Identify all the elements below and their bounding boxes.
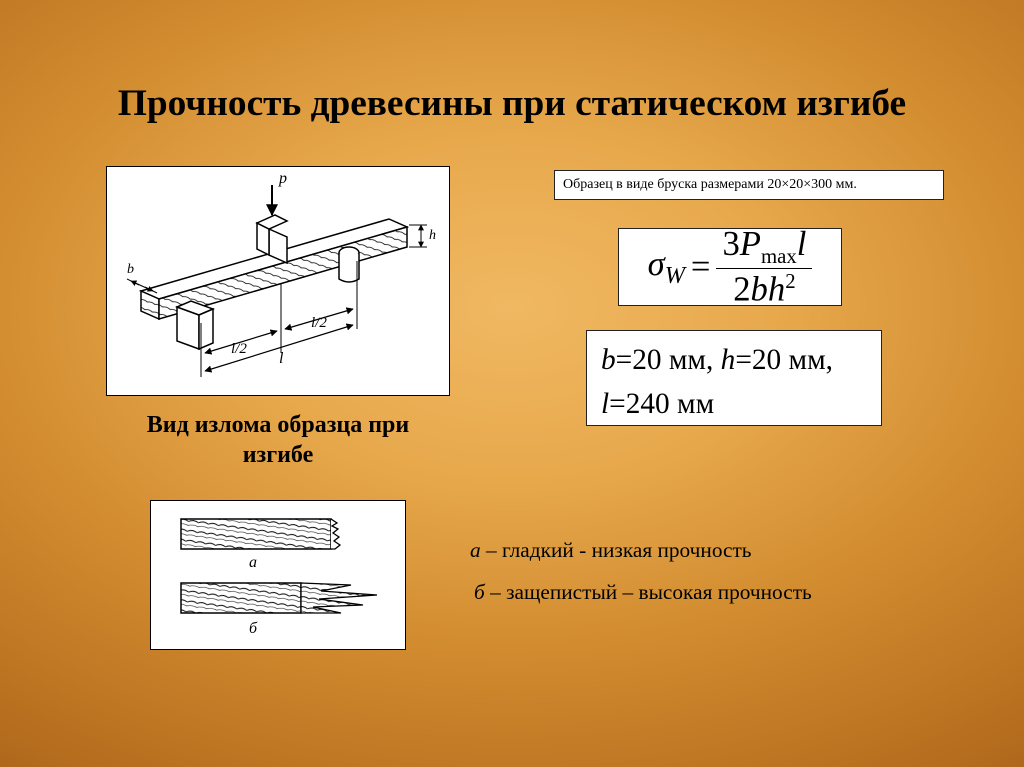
num-coeff: 3 [722, 225, 739, 263]
sample-dimensions-text: Образец в виде бруска размерами 20×20×30… [563, 177, 857, 193]
formula-sigma-sub: W [665, 261, 685, 288]
fracture-label-b: б [249, 620, 258, 637]
num-P: P [740, 225, 761, 263]
label-l: l [279, 350, 284, 367]
fracture-note-b: б – защепистый – высокая прочность [474, 580, 812, 605]
param-b: b [601, 344, 616, 376]
diagram-caption: Вид излома образца при изгибе [106, 410, 450, 470]
num-l: l [797, 225, 807, 263]
note-b-sym: б [474, 580, 485, 604]
params-line1: b=20 мм, h=20 мм, [601, 339, 867, 383]
fracture-note-a: а – гладкий - низкая прочность [470, 538, 752, 563]
label-b: b [127, 262, 134, 277]
note-a-sym: а [470, 538, 481, 562]
params-line2: l=240 мм [601, 383, 867, 427]
page-title: Прочность древесины при статическом изги… [0, 82, 1024, 125]
den-coeff: 2 [733, 271, 750, 309]
param-h-val: =20 мм, [735, 344, 833, 376]
parameters-box: b=20 мм, h=20 мм, l=240 мм [586, 330, 882, 426]
equals-sign: = [691, 248, 711, 287]
note-a-text: – гладкий - низкая прочность [481, 538, 752, 562]
param-h: h [721, 344, 736, 376]
num-P-sub: max [761, 245, 797, 268]
param-b-val: =20 мм, [616, 344, 721, 376]
param-l: l [601, 388, 609, 420]
formula-box: σW = 3Pmaxl 2bh2 [618, 228, 842, 306]
param-l-val: =240 мм [609, 388, 714, 420]
note-b-text: – защепистый – высокая прочность [485, 580, 812, 604]
bending-test-diagram: p b h l/2 l/2 l [106, 166, 450, 396]
den-h-sup: 2 [785, 270, 795, 293]
sample-dimensions-box: Образец в виде бруска размерами 20×20×30… [554, 170, 944, 200]
bending-strength-formula: σW = 3Pmaxl 2bh2 [648, 226, 813, 309]
fracture-label-a: а [249, 554, 257, 571]
label-l2-right: l/2 [311, 315, 327, 331]
formula-sigma: σ [648, 245, 665, 283]
fracture-diagram: а б [150, 500, 406, 650]
den-h: h [768, 271, 785, 309]
label-h: h [429, 228, 436, 243]
label-load: p [278, 170, 287, 187]
label-l2-left: l/2 [231, 341, 247, 357]
den-b: b [751, 271, 768, 309]
